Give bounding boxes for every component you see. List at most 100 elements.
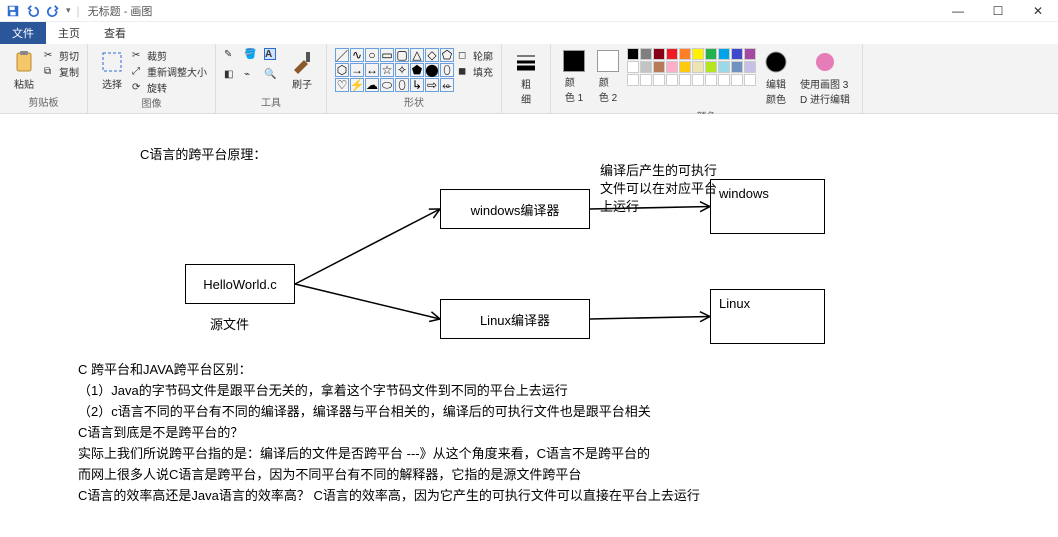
color-swatch[interactable]: [640, 74, 652, 86]
cut-icon: ✂: [44, 50, 56, 62]
node-windows-compiler: windows编译器: [440, 189, 590, 229]
brush-label: 刷子: [292, 76, 312, 91]
node-source: HelloWorld.c: [185, 264, 295, 304]
quick-access-toolbar: ▾: [0, 4, 77, 18]
color-swatch[interactable]: [692, 48, 704, 60]
color-swatch[interactable]: [679, 74, 691, 86]
color-swatch[interactable]: [666, 48, 678, 60]
minimize-button[interactable]: —: [938, 0, 978, 22]
color1-swatch: [563, 50, 585, 72]
edge-label: 编译后产生的可执行文件可以在对应平台上运行: [600, 162, 717, 216]
crop-button[interactable]: ✂裁剪: [132, 48, 207, 63]
picker-icon[interactable]: ⌁: [244, 68, 256, 80]
close-button[interactable]: ✕: [1018, 0, 1058, 22]
color-swatch[interactable]: [666, 74, 678, 86]
color-swatch[interactable]: [692, 74, 704, 86]
resize-button[interactable]: ⤢重新调整大小: [132, 64, 207, 79]
select-button[interactable]: 选择: [96, 48, 128, 93]
color-swatch[interactable]: [653, 74, 665, 86]
eraser-icon[interactable]: ◧: [224, 68, 236, 80]
color-swatch[interactable]: [718, 48, 730, 60]
color-swatch[interactable]: [705, 48, 717, 60]
edit-colors-button[interactable]: 编辑颜色: [760, 48, 792, 108]
rotate-icon: ⟳: [132, 82, 144, 94]
node-linux: Linux: [710, 289, 825, 344]
canvas[interactable]: C语言的跨平台原理： HelloWorld.c windows编译器 Linux…: [0, 114, 1058, 537]
diagram-heading: C语言的跨平台原理：: [140, 144, 266, 163]
color-swatch[interactable]: [731, 74, 743, 86]
paste-label: 粘贴: [14, 76, 34, 91]
color-swatch[interactable]: [653, 61, 665, 73]
color2-button[interactable]: 颜色 2: [593, 48, 623, 106]
shape-fill-button[interactable]: ◼填充: [458, 64, 493, 79]
window-title: 无标题 - 画图: [88, 3, 153, 19]
group-label-clipboard: 剪贴板: [8, 94, 79, 109]
color-swatch[interactable]: [627, 48, 639, 60]
redo-icon[interactable]: [46, 4, 60, 18]
color-swatch[interactable]: [718, 61, 730, 73]
color-swatch[interactable]: [627, 61, 639, 73]
color-swatch[interactable]: [640, 48, 652, 60]
color-swatch[interactable]: [731, 61, 743, 73]
crop-icon: ✂: [132, 50, 144, 62]
select-icon: [100, 50, 124, 74]
color-swatch[interactable]: [718, 74, 730, 86]
brush-icon: [290, 50, 314, 74]
group-shapes: ／∿○▭▢△◇⬠ ⬡→↔☆✧⬟⬤⬯ ♡⚡☁⬭⬯↳⇨⬰ ◻轮廓 ◼填充 形状: [327, 44, 502, 113]
group-colors: 颜色 1 颜色 2 编辑颜色 使用画图 3D 进行编辑 颜色: [551, 44, 863, 113]
outline-icon: ◻: [458, 50, 470, 62]
thickness-button[interactable]: 粗细: [510, 48, 542, 108]
maximize-button[interactable]: ☐: [978, 0, 1018, 22]
node-linux-compiler: Linux编译器: [440, 299, 590, 339]
color-swatch[interactable]: [731, 48, 743, 60]
brush-button[interactable]: 刷子: [286, 48, 318, 93]
resize-icon: ⤢: [132, 66, 144, 78]
color-swatch[interactable]: [744, 74, 756, 86]
color-swatch[interactable]: [692, 61, 704, 73]
color-swatch[interactable]: [744, 61, 756, 73]
color1-button[interactable]: 颜色 1: [559, 48, 589, 106]
color-swatch[interactable]: [705, 74, 717, 86]
color-swatch[interactable]: [666, 61, 678, 73]
group-label-tools: 工具: [224, 94, 318, 109]
pencil-icon[interactable]: ✎: [224, 48, 236, 60]
color-swatch[interactable]: [679, 61, 691, 73]
paint3d-icon: [813, 50, 837, 74]
magnifier-icon[interactable]: 🔍: [264, 68, 276, 80]
color2-swatch: [597, 50, 619, 72]
tab-home[interactable]: 主页: [46, 22, 92, 44]
color-swatch[interactable]: [744, 48, 756, 60]
color-swatch[interactable]: [640, 61, 652, 73]
qat-dropdown-icon[interactable]: ▾: [66, 5, 71, 16]
group-thickness: 粗细: [502, 44, 551, 113]
rotate-button[interactable]: ⟳旋转: [132, 80, 207, 95]
copy-icon: ⧉: [44, 66, 56, 78]
thickness-icon: [514, 50, 538, 74]
source-caption: 源文件: [210, 314, 249, 333]
tab-view[interactable]: 查看: [92, 22, 138, 44]
group-label-shapes: 形状: [335, 94, 493, 109]
title-bar: ▾ | 无标题 - 画图 — ☐ ✕: [0, 0, 1058, 22]
color-swatch[interactable]: [679, 48, 691, 60]
copy-button[interactable]: ⧉复制: [44, 64, 79, 79]
shapes-gallery[interactable]: ／∿○▭▢△◇⬠ ⬡→↔☆✧⬟⬤⬯ ♡⚡☁⬭⬯↳⇨⬰: [335, 48, 454, 92]
undo-icon[interactable]: [26, 4, 40, 18]
divider: |: [77, 4, 80, 18]
text-icon[interactable]: A: [264, 48, 276, 60]
group-tools: ✎ 🪣 A ◧ ⌁ 🔍 刷子 工具: [216, 44, 327, 113]
save-icon[interactable]: [6, 4, 20, 18]
paint3d-button[interactable]: 使用画图 3D 进行编辑: [796, 48, 854, 108]
fill-icon[interactable]: 🪣: [244, 48, 256, 60]
color-palette[interactable]: [627, 48, 756, 86]
cut-button[interactable]: ✂剪切: [44, 48, 79, 63]
paste-button[interactable]: 粘贴: [8, 48, 40, 93]
color-swatch[interactable]: [627, 74, 639, 86]
edit-colors-icon: [764, 50, 788, 74]
tab-file[interactable]: 文件: [0, 22, 46, 44]
shape-outline-button[interactable]: ◻轮廓: [458, 48, 493, 63]
ribbon: 粘贴 ✂剪切 ⧉复制 剪贴板 选择 ✂裁剪 ⤢重新调整大小 ⟳旋转 图像: [0, 44, 1058, 114]
group-clipboard: 粘贴 ✂剪切 ⧉复制 剪贴板: [0, 44, 88, 113]
group-label-image: 图像: [96, 95, 207, 110]
color-swatch[interactable]: [653, 48, 665, 60]
color-swatch[interactable]: [705, 61, 717, 73]
